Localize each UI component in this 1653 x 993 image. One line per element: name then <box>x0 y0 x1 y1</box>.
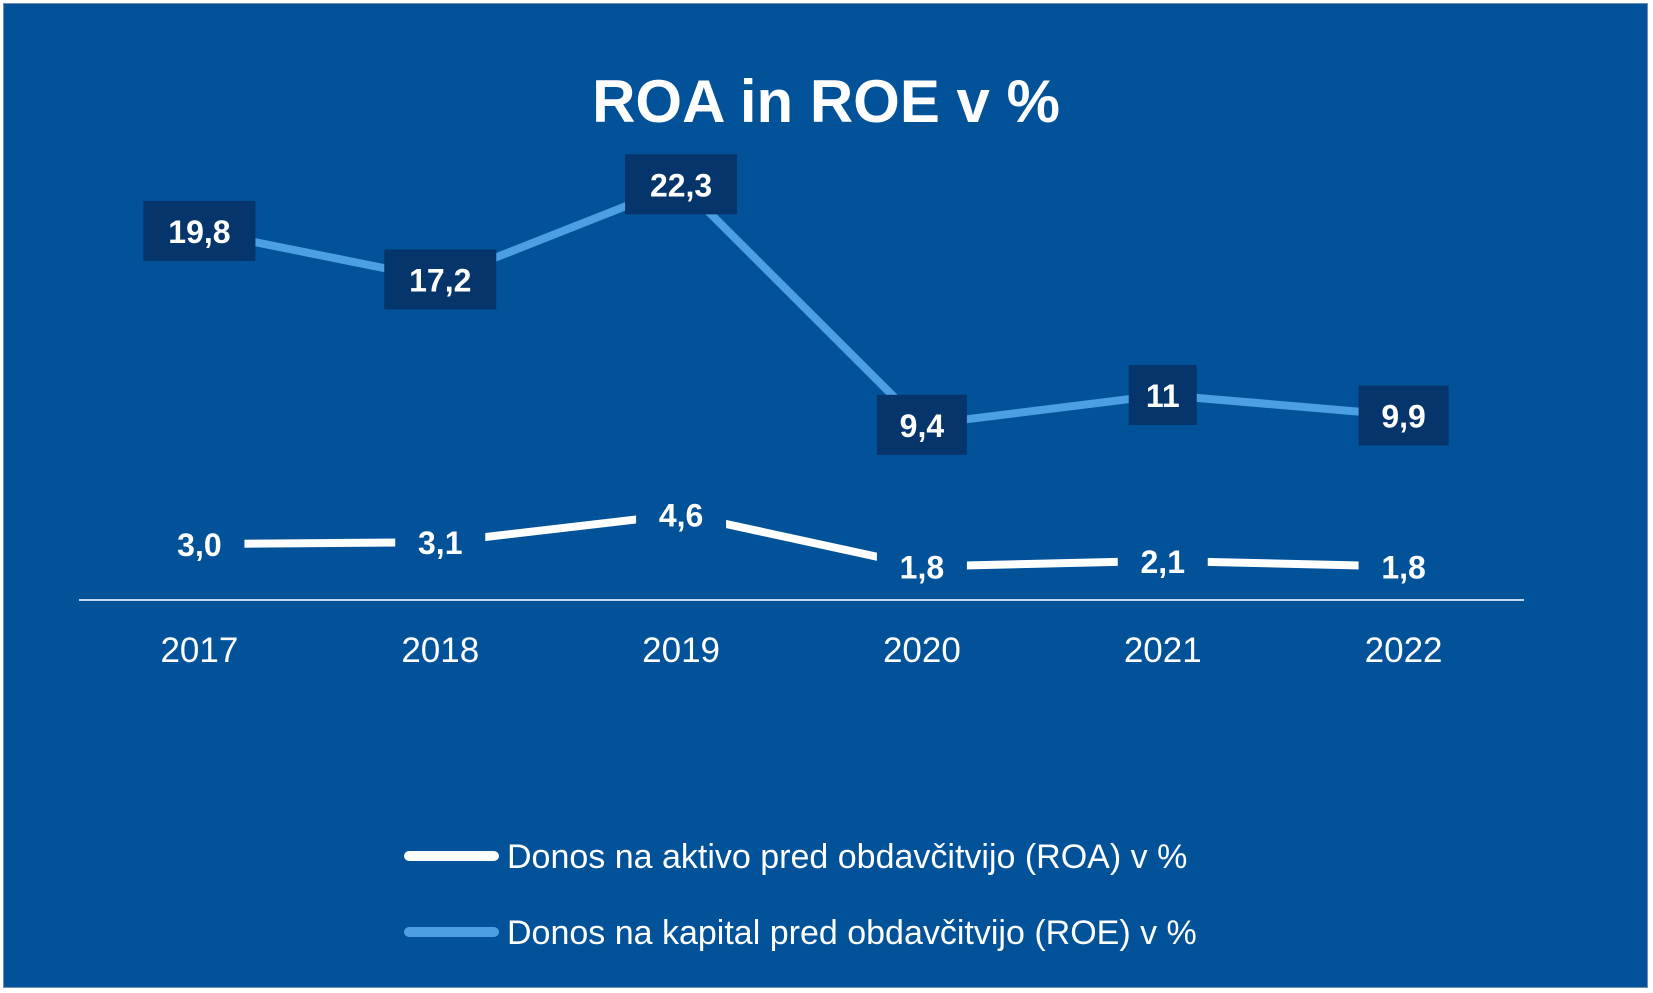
svg-text:19,8: 19,8 <box>168 214 230 250</box>
data-label: 4,6 <box>636 484 727 545</box>
svg-text:2,1: 2,1 <box>1141 544 1185 580</box>
x-tick-label: 2019 <box>642 631 720 670</box>
data-label: 9,4 <box>876 394 967 455</box>
svg-text:17,2: 17,2 <box>409 262 471 298</box>
data-label: 22,3 <box>625 154 738 215</box>
svg-text:1,8: 1,8 <box>900 549 944 585</box>
data-label: 2,1 <box>1117 530 1208 591</box>
series-line-2 <box>195 180 1408 429</box>
data-label: 3,0 <box>154 514 245 575</box>
legend-item: Donos na aktivo pred obdavčitvijo (ROA) … <box>404 838 1187 876</box>
data-label: 19,8 <box>143 200 256 261</box>
line-chart: ROA in ROE v % 2017 2018 2019 2020 2021 2022 … <box>79 68 1524 952</box>
svg-text:3,1: 3,1 <box>418 525 462 561</box>
x-tick-label: 2020 <box>883 631 961 670</box>
legend-item: Donos na kapital pred obdavčitvijo (ROE)… <box>404 914 1197 952</box>
data-label: 11 <box>1128 364 1197 425</box>
legend-label: Donos na aktivo pred obdavčitvijo (ROA) … <box>507 838 1187 876</box>
x-tick-label: 2022 <box>1365 631 1443 670</box>
chart-title: ROA in ROE v % <box>592 68 1060 135</box>
svg-text:3,0: 3,0 <box>177 527 221 563</box>
series-line-1 <box>195 510 1408 571</box>
svg-text:9,4: 9,4 <box>900 408 945 444</box>
data-label: 17,2 <box>384 249 497 310</box>
data-label: 9,9 <box>1358 385 1449 446</box>
data-label: 3,1 <box>395 512 486 573</box>
svg-text:11: 11 <box>1146 378 1180 414</box>
svg-text:22,3: 22,3 <box>650 167 712 203</box>
legend-label: Donos na kapital pred obdavčitvijo (ROE)… <box>507 914 1197 952</box>
x-tick-label: 2017 <box>160 631 238 670</box>
svg-text:1,8: 1,8 <box>1381 549 1425 585</box>
x-tick-label: 2021 <box>1124 631 1202 670</box>
data-label: 1,8 <box>876 536 967 597</box>
svg-text:9,9: 9,9 <box>1381 398 1425 434</box>
x-tick-label: 2018 <box>401 631 479 670</box>
svg-text:4,6: 4,6 <box>659 497 703 533</box>
data-label: 1,8 <box>1358 536 1449 597</box>
chart-frame: ROA in ROE v % 2017 2018 2019 2020 2021 2022 … <box>3 3 1648 988</box>
